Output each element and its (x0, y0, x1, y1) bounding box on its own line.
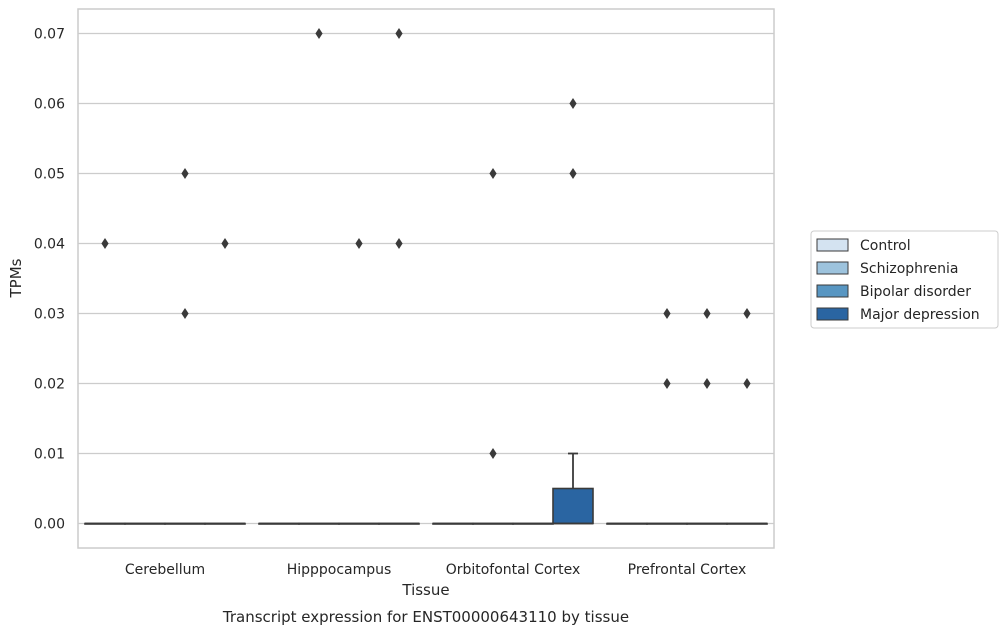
outlier-point (489, 448, 497, 459)
box-plot-marks (84, 28, 768, 525)
plot-frame (77, 8, 775, 549)
box-major-depression (726, 308, 768, 525)
box-bipolar-disorder (512, 522, 554, 525)
y-axis-label: TPMs (7, 258, 25, 298)
outlier-point (221, 238, 229, 249)
box-bipolar-disorder (164, 168, 206, 525)
box-control (84, 238, 126, 525)
y-tick-label: 0.04 (34, 237, 65, 253)
x-tick-label: Orbitofontal Cortex (446, 562, 581, 578)
box-schizophrenia (124, 522, 166, 525)
y-tick-label: 0.00 (34, 517, 65, 533)
outlier-point (489, 168, 497, 179)
box-schizophrenia (472, 168, 514, 525)
y-tick-label: 0.07 (34, 27, 65, 43)
outlier-point (663, 308, 671, 319)
legend-label: Major depression (860, 307, 980, 323)
outlier-point (663, 378, 671, 389)
outlier-point (181, 168, 189, 179)
legend-label: Bipolar disorder (860, 284, 971, 300)
outlier-point (743, 378, 751, 389)
outlier-point (355, 238, 363, 249)
legend-swatch (816, 284, 849, 298)
grid-lines (78, 32, 774, 525)
box-control (258, 522, 300, 525)
outlier-point (101, 238, 109, 249)
box-bipolar-disorder (338, 238, 380, 525)
box-body (552, 487, 594, 525)
outlier-point (315, 28, 323, 39)
outlier-point (181, 308, 189, 319)
outlier-point (569, 168, 577, 179)
outlier-point (743, 308, 751, 319)
box-major-depression (378, 28, 420, 525)
outlier-point (395, 28, 403, 39)
legend-box (810, 230, 999, 329)
box-control (606, 522, 648, 525)
y-axis-ticks: 0.00 0.01 0.02 0.03 0.04 0.05 0.06 0.07 (34, 27, 65, 533)
outlier-point (703, 308, 711, 319)
outlier-point (395, 238, 403, 249)
box-schizophrenia (646, 308, 688, 525)
legend-label: Schizophrenia (860, 261, 958, 277)
y-tick-label: 0.05 (34, 167, 65, 183)
y-tick-label: 0.01 (34, 447, 65, 463)
x-tick-label: Cerebellum (125, 562, 205, 578)
y-tick-label: 0.03 (34, 307, 65, 323)
y-tick-label: 0.02 (34, 377, 65, 393)
box-major-depression (204, 238, 246, 525)
box-schizophrenia (298, 28, 340, 525)
x-axis-label: Tissue (401, 581, 449, 599)
legend-swatch (816, 238, 849, 252)
legend-swatch (816, 307, 849, 321)
x-tick-label: Prefrontal Cortex (628, 562, 747, 578)
legend-swatch (816, 261, 849, 275)
outlier-point (569, 98, 577, 109)
y-tick-label: 0.06 (34, 97, 65, 113)
legend-label: Control (860, 238, 911, 254)
x-axis-ticks: Cerebellum Hipppocampus Orbitofontal Corte… (125, 562, 746, 578)
box-control (432, 522, 474, 525)
box-major-depression (552, 98, 594, 525)
box-bipolar-disorder (686, 308, 728, 525)
x-tick-label: Hipppocampus (287, 562, 392, 578)
figure-caption: Transcript expression for ENST0000064311… (222, 608, 629, 626)
legend: Control Schizophrenia Bipolar disorder Majo… (810, 230, 999, 329)
outlier-point (703, 378, 711, 389)
